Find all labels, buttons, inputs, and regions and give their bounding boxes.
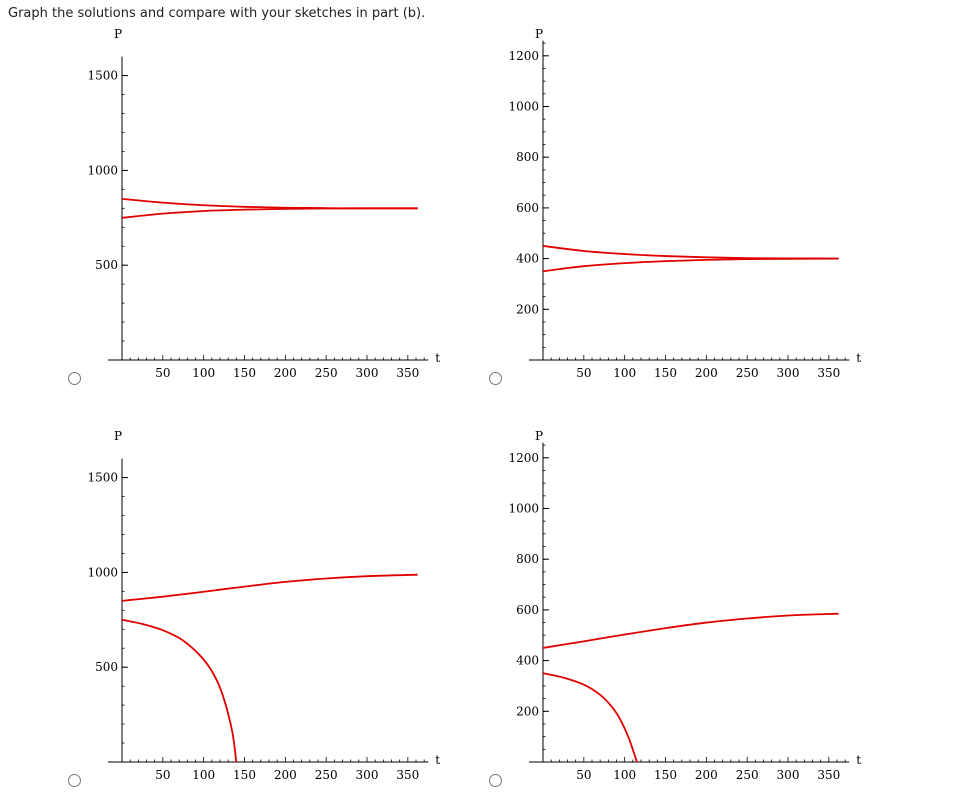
y-tick-label: 500 <box>95 660 118 674</box>
x-tick-label: 50 <box>576 768 591 782</box>
x-axis-label: t <box>435 753 440 767</box>
solution-curve-1 <box>121 573 418 602</box>
y-tick-label: 200 <box>516 302 539 316</box>
y-tick-label: 1500 <box>87 69 118 83</box>
x-tick-label: 350 <box>817 768 840 782</box>
x-tick-label: 200 <box>695 366 718 380</box>
y-tick-label: 200 <box>516 704 539 718</box>
x-axis-label: t <box>435 351 440 365</box>
y-tick-label: 1000 <box>87 163 118 177</box>
y-tick-label: 800 <box>516 150 539 164</box>
x-tick-label: 50 <box>155 768 170 782</box>
y-axis-label: P <box>114 429 122 443</box>
solution-curve-1 <box>121 197 418 210</box>
option-4-radio[interactable] <box>489 774 502 787</box>
y-tick-label: 400 <box>516 252 539 266</box>
solution-curve-2 <box>121 207 418 219</box>
y-tick-label: 400 <box>516 654 539 668</box>
x-tick-label: 250 <box>736 768 759 782</box>
y-tick-label: 1000 <box>508 502 539 516</box>
x-axis-label: t <box>856 351 861 365</box>
option-3-graph: 50 100 150 200 250 300 350 t 500 1000 1500 P <box>87 429 440 782</box>
x-tick-label: 50 <box>576 366 591 380</box>
solution-curve-1 <box>542 612 839 649</box>
x-tick-label: 200 <box>274 366 297 380</box>
x-tick-label: 200 <box>274 768 297 782</box>
x-tick-label: 100 <box>192 366 215 380</box>
solution-curve-1 <box>542 245 839 260</box>
y-tick-label: 1000 <box>87 565 118 579</box>
x-tick-label: 150 <box>233 768 256 782</box>
x-tick-label: 350 <box>396 366 419 380</box>
x-tick-label: 250 <box>315 366 338 380</box>
x-tick-label: 300 <box>777 768 800 782</box>
x-tick-label: 250 <box>736 366 759 380</box>
y-tick-label: 600 <box>516 201 539 215</box>
x-tick-label: 300 <box>777 366 800 380</box>
question-prompt: Graph the solutions and compare with you… <box>8 6 426 21</box>
y-axis-label: P <box>535 27 543 41</box>
solution-curve-2 <box>121 618 238 763</box>
solution-curve-2 <box>542 257 839 273</box>
x-tick-label: 200 <box>695 768 718 782</box>
x-tick-label: 350 <box>817 366 840 380</box>
x-tick-label: 350 <box>396 768 419 782</box>
x-tick-label: 150 <box>233 366 256 380</box>
x-tick-label: 250 <box>315 768 338 782</box>
y-axis-label: P <box>114 27 122 41</box>
x-tick-label: 150 <box>654 366 677 380</box>
x-tick-label: 50 <box>155 366 170 380</box>
option-1-graph: 50 100 150 200 250 300 350 t 500 1000 1500 P <box>87 27 440 380</box>
y-tick-label: 1000 <box>508 100 539 114</box>
x-tick-label: 100 <box>613 366 636 380</box>
option-3-radio[interactable] <box>68 774 81 787</box>
x-axis-label: t <box>856 753 861 767</box>
x-tick-label: 100 <box>192 768 215 782</box>
x-tick-label: 300 <box>356 366 379 380</box>
x-tick-label: 150 <box>654 768 677 782</box>
y-axis-label: P <box>535 429 543 443</box>
y-tick-label: 1200 <box>508 451 539 465</box>
x-tick-label: 300 <box>356 768 379 782</box>
y-tick-label: 1500 <box>87 471 118 485</box>
option-1-radio[interactable] <box>68 372 81 385</box>
option-2-radio[interactable] <box>489 372 502 385</box>
x-tick-label: 100 <box>613 768 636 782</box>
y-tick-label: 800 <box>516 552 539 566</box>
solution-curve-2 <box>542 672 638 763</box>
y-tick-label: 1200 <box>508 49 539 63</box>
option-2-graph: 50 100 150 200 250 300 350 t 200 400 600 800 1000 120… <box>508 27 861 380</box>
option-4-graph: 50 100 150 200 250 300 350 t 200 400 600 800 1000 120… <box>508 429 861 782</box>
y-tick-label: 500 <box>95 258 118 272</box>
y-tick-label: 600 <box>516 603 539 617</box>
